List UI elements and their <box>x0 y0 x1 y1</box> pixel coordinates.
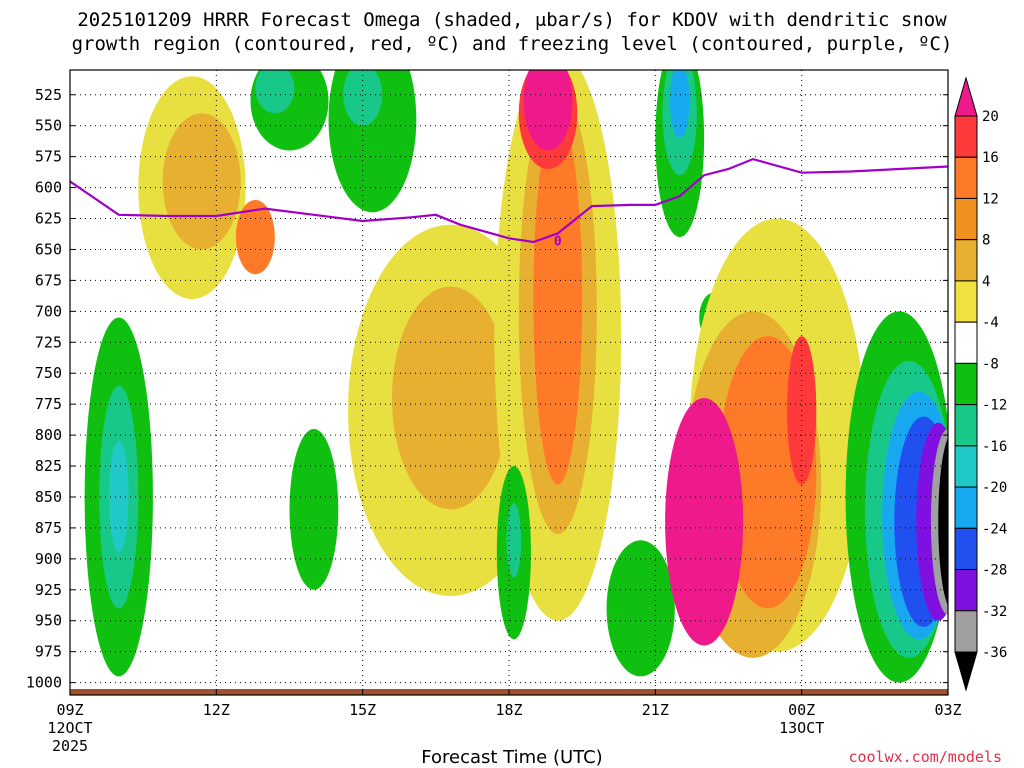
colorbar-label: -24 <box>982 521 1007 537</box>
colorbar-label: -16 <box>982 439 1007 455</box>
omega-region-36 <box>938 437 948 606</box>
colorbar-top-triangle <box>954 76 978 117</box>
y-tick-label: 800 <box>35 426 62 444</box>
y-axis-ticks: 525 550 575 600 625 650 675 700 725 750 775 800 825 8… <box>26 86 948 692</box>
colorbar-label: -12 <box>982 398 1007 414</box>
omega-region-17 <box>523 70 573 151</box>
y-tick-label: 900 <box>35 550 62 568</box>
colorbar-box <box>954 280 978 323</box>
credit-text: coolwx.com/models <box>848 748 1002 766</box>
y-tick-label: 675 <box>35 271 62 289</box>
omega-region-5 <box>109 441 129 553</box>
y-tick-label: 725 <box>35 333 62 351</box>
x-tick-label: 15Z <box>349 701 376 719</box>
x-tick-label: 03Z <box>934 701 961 719</box>
colorbar-bottom-triangle <box>954 651 978 692</box>
colorbar-label: -32 <box>982 604 1007 620</box>
y-tick-label: 600 <box>35 179 62 197</box>
colorbar-label: -4 <box>982 315 999 331</box>
chart-title-line2: growth region (contoured, red, ºC) and f… <box>71 33 953 55</box>
x-axis-label: Forecast Time (UTC) <box>421 747 603 768</box>
y-tick-label: 625 <box>35 210 62 228</box>
colorbar-label: -20 <box>982 480 1007 496</box>
omega-region-20 <box>669 70 690 139</box>
y-tick-label: 650 <box>35 240 62 258</box>
omega-region-29 <box>665 397 744 646</box>
x-tick-label: 12Z <box>203 701 230 719</box>
colorbar-box <box>954 610 978 653</box>
omega-shading <box>70 70 948 695</box>
colorbar-label: -28 <box>982 563 1007 579</box>
chart-title-line1: 2025101209 HRRR Forecast Omega (shaded, … <box>77 9 947 31</box>
colorbar-box <box>954 445 978 488</box>
x-tick-date: 12OCT <box>47 719 92 737</box>
omega-region-10 <box>289 428 339 590</box>
x-tick-label: 18Z <box>495 701 522 719</box>
x-tick-label: 21Z <box>642 701 669 719</box>
y-tick-label: 850 <box>35 488 62 506</box>
freezing-level-contour: 0 <box>70 157 948 250</box>
colorbar-label: 8 <box>982 233 990 249</box>
freezing-level-line <box>70 157 948 244</box>
omega-region-15 <box>533 113 583 485</box>
y-tick-label: 775 <box>35 395 62 413</box>
y-tick-label: 1000 <box>26 674 62 692</box>
x-tick-label: 00Z <box>788 701 815 719</box>
colorbar: 20 16 12 8 4 -4 -8 -12 -16 -20 -24 -28 -32 -36 <box>954 76 1007 692</box>
colorbar-box <box>954 156 978 199</box>
colorbar-box <box>954 527 978 571</box>
colorbar-label: 4 <box>982 274 990 290</box>
colorbar-box <box>954 404 978 447</box>
colorbar-label: 16 <box>982 150 999 166</box>
omega-region-9 <box>343 70 383 126</box>
colorbar-box <box>954 115 978 158</box>
colorbar-label: -36 <box>982 645 1007 661</box>
y-tick-label: 700 <box>35 302 62 320</box>
colorbar-box <box>954 321 978 364</box>
y-tick-label: 825 <box>35 457 62 475</box>
y-tick-label: 750 <box>35 364 62 382</box>
y-tick-label: 525 <box>35 86 62 104</box>
colorbar-label: 20 <box>982 109 999 125</box>
omega-region-23 <box>606 540 675 677</box>
y-tick-label: 575 <box>35 148 62 166</box>
omega-region-1 <box>162 113 241 250</box>
colorbar-box <box>954 197 978 241</box>
y-tick-label: 975 <box>35 643 62 661</box>
colorbar-box <box>954 486 978 529</box>
colorbar-label: 12 <box>982 191 999 207</box>
x-tick-date: 13OCT <box>779 719 824 737</box>
freezing-level-label: 0 <box>554 235 562 250</box>
omega-region-7 <box>255 70 295 114</box>
x-tick-year: 2025 <box>52 737 88 755</box>
omega-region-12 <box>391 286 509 510</box>
x-tick-label: 09Z <box>56 701 83 719</box>
colorbar-label: -8 <box>982 356 999 372</box>
colorbar-box <box>954 239 978 282</box>
y-tick-label: 875 <box>35 519 62 537</box>
y-tick-label: 950 <box>35 612 62 630</box>
y-tick-label: 925 <box>35 581 62 599</box>
y-tick-label: 550 <box>35 117 62 135</box>
colorbar-box <box>954 362 978 406</box>
colorbar-box <box>954 569 978 612</box>
